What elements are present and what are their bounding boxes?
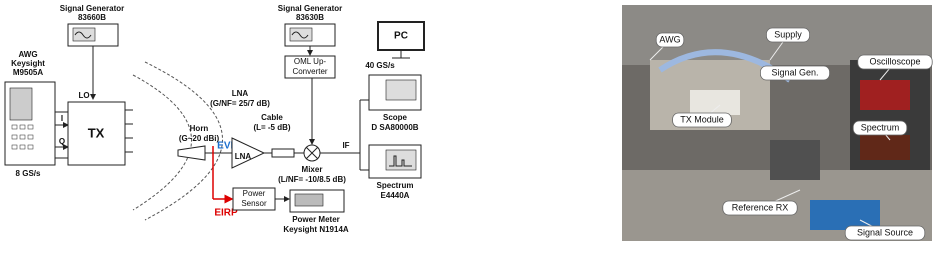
label: (L= -5 dB) — [253, 123, 290, 132]
label-box — [760, 65, 831, 81]
label: OML Up- — [294, 57, 326, 66]
label: LNA — [232, 89, 249, 98]
photo-label: Supply — [774, 29, 802, 39]
label-box — [722, 200, 798, 216]
label-box — [766, 27, 811, 43]
label: LNA — [235, 152, 252, 161]
label: Scope — [383, 113, 408, 122]
label: 83630B — [296, 13, 324, 22]
label: Q — [59, 137, 65, 146]
photo-label: Oscilloscope — [869, 56, 920, 66]
label-box — [844, 225, 926, 241]
label-box — [857, 54, 933, 70]
label-box — [655, 32, 685, 48]
label: Signal Generator — [60, 4, 124, 13]
photo-label: Spectrum — [861, 122, 900, 132]
photo-label: Signal Gen. — [771, 67, 818, 77]
label: 8 GS/s — [16, 169, 41, 178]
label-box — [852, 120, 908, 136]
label: D SA80000B — [371, 123, 418, 132]
photo-label: Signal Source — [857, 227, 913, 237]
label: 83660B — [78, 13, 106, 22]
label: Signal Generator — [278, 4, 342, 13]
photo-label: AWG — [659, 34, 680, 44]
photo-label: Reference RX — [732, 202, 789, 212]
label: Spectrum — [377, 181, 414, 190]
label: Keysight N1914A — [283, 225, 349, 234]
label: E4440A — [381, 191, 410, 200]
label: (G~20 dBi) — [179, 134, 220, 143]
label: Power — [243, 189, 266, 198]
label: PC — [394, 31, 408, 42]
label: (L/NF= -10/8.5 dB) — [278, 175, 346, 184]
photo-label: TX Module — [680, 114, 724, 124]
label: I — [61, 114, 63, 123]
label: 40 GS/s — [365, 61, 395, 70]
label: M9505A — [13, 68, 43, 77]
label-box — [672, 112, 732, 128]
label: Sensor — [241, 199, 267, 208]
label: Cable — [261, 113, 283, 122]
label: EVM — [217, 141, 239, 152]
label: EIRP — [214, 208, 238, 219]
label: LO — [78, 91, 89, 100]
label: (G/NF= 25/7 dB) — [210, 99, 270, 108]
photo-labels: AWG Supply Signal Gen. Oscilloscope TX Modul… — [649, 27, 933, 241]
block-diagram: Signal Generator 83660B AWG Keysight M95… — [4, 4, 425, 234]
label: Keysight — [11, 59, 45, 68]
label: AWG — [18, 50, 37, 59]
label: Mixer — [302, 165, 323, 174]
label: IF — [342, 141, 349, 150]
label: Converter — [292, 67, 327, 76]
label: Power Meter — [292, 215, 340, 224]
label: TX — [88, 125, 105, 140]
label: Horn — [190, 124, 209, 133]
